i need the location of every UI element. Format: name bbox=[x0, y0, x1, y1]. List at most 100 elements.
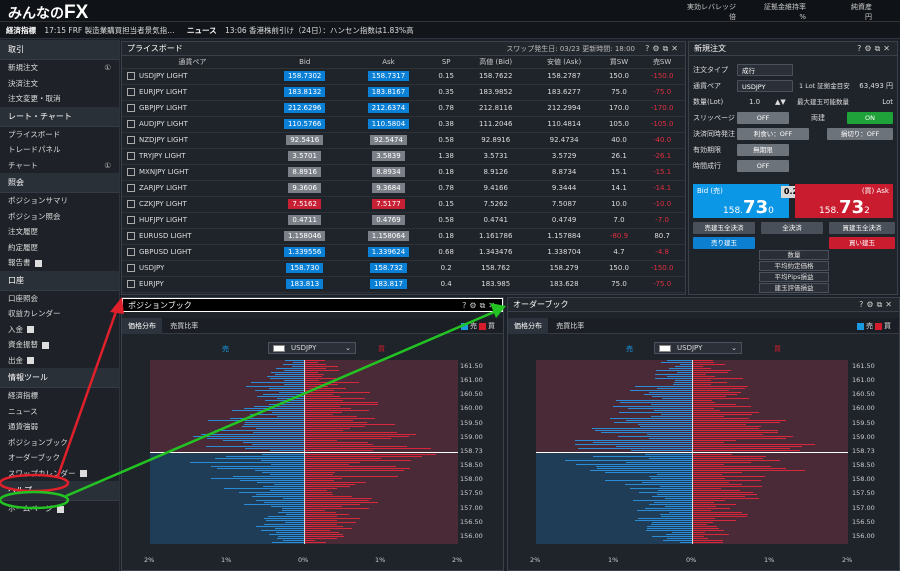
expiry-select[interactable]: 無期限 bbox=[737, 144, 789, 156]
table-row[interactable]: NZDJPY LIGHT 92.5416 92.5474 0.58 92.8916 92.… bbox=[122, 132, 685, 149]
table-row[interactable]: EURUSD LIGHT 1.158046 1.158064 0.18 1.161786… bbox=[122, 228, 685, 245]
bid-cell[interactable]: 7.5162 bbox=[262, 196, 347, 213]
close-all-sell-button[interactable]: 売建玉全決済 bbox=[693, 222, 755, 234]
chart-icon[interactable] bbox=[127, 104, 135, 112]
sidebar-item[interactable]: 報告書 bbox=[0, 255, 119, 271]
table-row[interactable]: HUFJPY LIGHT 0.4711 0.4769 0.58 0.4741 0.4749… bbox=[122, 212, 685, 229]
table-row[interactable]: GBPUSD LIGHT 1.339556 1.339624 0.68 1.343476… bbox=[122, 244, 685, 261]
chart-icon[interactable] bbox=[127, 72, 135, 80]
ask-cell[interactable]: 1.158064 bbox=[346, 228, 431, 245]
ask-cell[interactable]: 7.5177 bbox=[346, 196, 431, 213]
ask-cell[interactable]: 158.7317 bbox=[346, 68, 431, 85]
sidebar-item[interactable]: チャート ① bbox=[0, 158, 119, 174]
sidebar-item[interactable]: 新規注文 ① bbox=[0, 60, 119, 76]
sidebar-item[interactable]: 決済注文 bbox=[0, 76, 119, 92]
sidebar-item[interactable]: 注文履歴 bbox=[0, 224, 119, 240]
bid-cell[interactable]: 183.813 bbox=[262, 276, 347, 293]
column-header[interactable]: 通貨ペア bbox=[122, 56, 263, 69]
ask-cell[interactable]: 3.5839 bbox=[346, 148, 431, 165]
panel-controls[interactable]: ?⚙⧉✕ bbox=[462, 301, 498, 310]
tab-price-distribution[interactable]: 価格分布 bbox=[508, 318, 548, 334]
sidebar-item[interactable]: 出金 bbox=[0, 353, 119, 369]
bid-cell[interactable]: 1.158046 bbox=[262, 228, 347, 245]
chart-icon[interactable] bbox=[127, 248, 135, 256]
app-logo[interactable]: みんなのFX bbox=[8, 2, 89, 23]
chart-icon[interactable] bbox=[127, 184, 135, 192]
column-header[interactable]: Bid bbox=[262, 56, 347, 69]
bid-sell-button[interactable]: Bid (売) 158.730 bbox=[693, 184, 789, 218]
ask-cell[interactable]: 1.339624 bbox=[346, 244, 431, 261]
sell-positions-tab[interactable]: 売り建玉 bbox=[693, 237, 755, 249]
sidebar-item[interactable]: ポジション照会 bbox=[0, 209, 119, 225]
bid-cell[interactable]: 8.8916 bbox=[262, 164, 347, 181]
chart-icon[interactable] bbox=[127, 168, 135, 176]
ask-cell[interactable]: 183.817 bbox=[346, 276, 431, 293]
table-row[interactable]: EURJPY 183.813 183.817 0.4 183.985 183.628 75.… bbox=[122, 276, 685, 293]
pair-select[interactable]: USDJPY bbox=[737, 80, 793, 92]
bid-cell[interactable]: 158.730 bbox=[262, 260, 347, 277]
slippage-toggle[interactable]: OFF bbox=[737, 112, 789, 124]
ask-cell[interactable]: 8.8934 bbox=[346, 164, 431, 181]
news-ticker[interactable]: 経済指標 17:15 FRF 製造業購買担当者景気指… ニュース 13:06 香… bbox=[0, 22, 900, 39]
ask-cell[interactable]: 92.5474 bbox=[346, 132, 431, 149]
table-row[interactable]: TRYJPY LIGHT 3.5701 3.5839 1.38 3.5731 3.5729… bbox=[122, 148, 685, 165]
tab-price-distribution[interactable]: 価格分布 bbox=[122, 318, 162, 334]
column-header[interactable]: SP bbox=[430, 56, 462, 69]
column-header[interactable]: 高値 (Bid) bbox=[461, 56, 530, 69]
chart-icon[interactable] bbox=[127, 136, 135, 144]
currency-pair-select[interactable]: USDJPY ⌄ bbox=[268, 342, 356, 354]
ask-cell[interactable]: 158.732 bbox=[346, 260, 431, 277]
table-row[interactable]: USDJPY 158.730 158.732 0.2 158.762 158.279 150… bbox=[122, 260, 685, 277]
chart-icon[interactable] bbox=[127, 200, 135, 208]
table-row[interactable]: GBPJPY LIGHT 212.6296 212.6374 0.78 212.8116… bbox=[122, 100, 685, 117]
take-profit-button[interactable]: 利食い：OFF bbox=[737, 128, 809, 140]
stop-loss-button[interactable]: 損切り：OFF bbox=[827, 128, 893, 140]
bid-cell[interactable]: 1.339556 bbox=[262, 244, 347, 261]
sidebar-item[interactable]: 収益カレンダー bbox=[0, 306, 119, 322]
ask-cell[interactable]: 0.4769 bbox=[346, 212, 431, 229]
sidebar-item[interactable]: ニュース bbox=[0, 404, 119, 420]
sidebar-item[interactable]: 入金 bbox=[0, 322, 119, 338]
chart-icon[interactable] bbox=[127, 216, 135, 224]
sidebar-item[interactable]: ポジションサマリ bbox=[0, 193, 119, 209]
sidebar-item[interactable]: 経済指標 bbox=[0, 388, 119, 404]
quantity-stepper[interactable]: ▲▼ bbox=[775, 98, 786, 106]
sidebar-item[interactable]: トレードパネル bbox=[0, 142, 119, 158]
bid-cell[interactable]: 0.4711 bbox=[262, 212, 347, 229]
column-header[interactable]: 売SW bbox=[639, 56, 685, 69]
ask-cell[interactable]: 110.5804 bbox=[346, 116, 431, 133]
bid-cell[interactable]: 3.5701 bbox=[262, 148, 347, 165]
panel-controls[interactable]: ?⚙⧉✕ bbox=[859, 300, 895, 309]
tab-buy-sell-ratio[interactable]: 売買比率 bbox=[556, 322, 585, 330]
chart-icon[interactable] bbox=[127, 280, 135, 288]
column-header[interactable]: Ask bbox=[346, 56, 431, 69]
panel-controls[interactable]: ?⚙⧉✕ bbox=[857, 44, 893, 53]
ask-cell[interactable]: 212.6374 bbox=[346, 100, 431, 117]
currency-pair-select[interactable]: USDJPY ⌄ bbox=[654, 342, 742, 354]
sidebar-item[interactable]: 注文変更・取消 bbox=[0, 91, 119, 107]
panel-controls[interactable]: ?⚙⧉✕ bbox=[645, 44, 681, 53]
bid-cell[interactable]: 158.7302 bbox=[262, 68, 347, 85]
chart-icon[interactable] bbox=[127, 120, 135, 128]
sidebar-item[interactable]: ポジションブック bbox=[0, 435, 119, 451]
economic-indicator-item[interactable]: 17:15 FRF 製造業購買担当者景気指… bbox=[44, 26, 175, 35]
close-all-button[interactable]: 全決済 bbox=[761, 222, 823, 234]
chart-icon[interactable] bbox=[127, 264, 135, 272]
quantity-input[interactable]: 1.0 bbox=[749, 98, 761, 106]
bid-cell[interactable]: 110.5766 bbox=[262, 116, 347, 133]
bid-cell[interactable]: 92.5416 bbox=[262, 132, 347, 149]
sidebar-item[interactable]: オーダーブック bbox=[0, 450, 119, 466]
close-all-buy-button[interactable]: 買建玉全決済 bbox=[829, 222, 895, 234]
ask-buy-button[interactable]: (買) Ask 158.732 bbox=[795, 184, 893, 218]
table-row[interactable]: AUDJPY LIGHT 110.5766 110.5804 0.38 111.2046… bbox=[122, 116, 685, 133]
table-row[interactable]: EURJPY LIGHT 183.8132 183.8167 0.35 183.9852… bbox=[122, 84, 685, 101]
order-type-select[interactable]: 成行 bbox=[737, 64, 793, 76]
tab-buy-sell-ratio[interactable]: 売買比率 bbox=[170, 322, 199, 330]
sidebar-item[interactable]: スワップカレンダー bbox=[0, 466, 119, 482]
table-row[interactable]: CZKJPY LIGHT 7.5162 7.5177 0.15 7.5262 7.5087… bbox=[122, 196, 685, 213]
sidebar-item[interactable]: 通貨強弱 bbox=[0, 419, 119, 435]
sidebar-item[interactable]: 資金振替 bbox=[0, 337, 119, 353]
sidebar-item[interactable]: プライスボード bbox=[0, 127, 119, 143]
column-header[interactable]: 買SW bbox=[598, 56, 640, 69]
table-row[interactable]: USDJPY LIGHT 158.7302 158.7317 0.15 158.7622… bbox=[122, 68, 685, 85]
